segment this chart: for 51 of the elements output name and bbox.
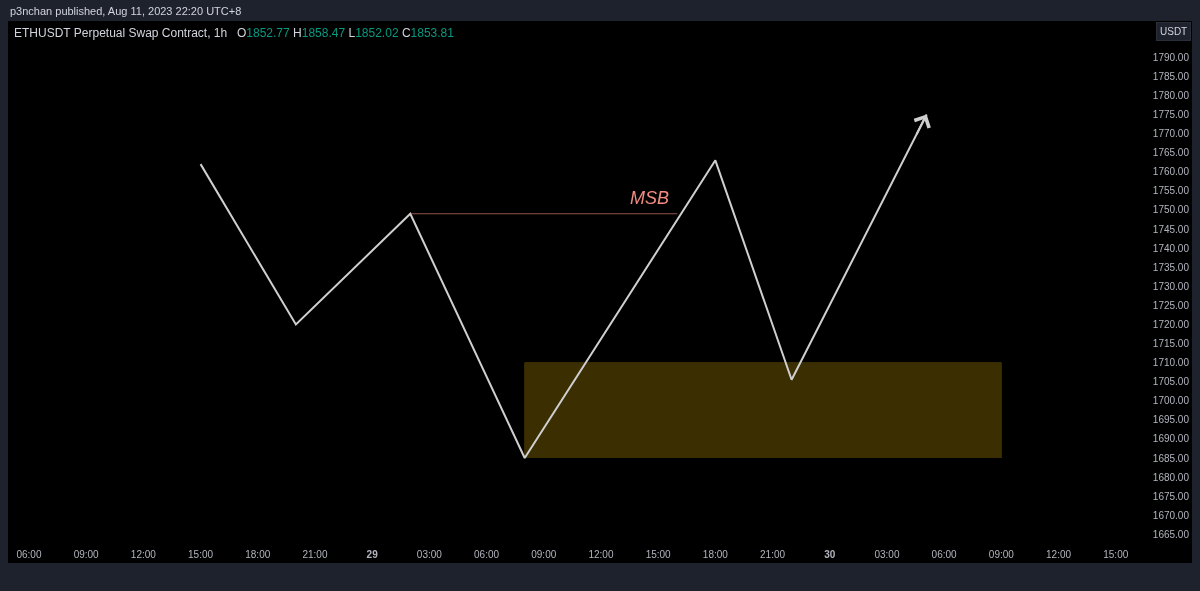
y-tick-label: 1685.00 bbox=[1152, 452, 1190, 464]
series-label: MSB bbox=[630, 188, 670, 208]
y-tick-label: 1665.00 bbox=[1152, 528, 1190, 540]
y-tick-label: 1710.00 bbox=[1152, 357, 1190, 369]
x-tick-label: 09:00 bbox=[531, 549, 557, 560]
y-tick-label: 1745.00 bbox=[1152, 223, 1190, 235]
x-tick-label: 03:00 bbox=[416, 549, 443, 560]
x-tick-label: 30 bbox=[824, 549, 836, 560]
x-tick-label: 15:00 bbox=[645, 549, 672, 560]
y-tick-label: 1780.00 bbox=[1152, 89, 1190, 101]
y-tick-label: 1755.00 bbox=[1152, 185, 1190, 197]
x-tick-label: 09:00 bbox=[988, 549, 1015, 560]
y-tick-label: 1770.00 bbox=[1152, 128, 1190, 140]
y-tick-label: 1705.00 bbox=[1152, 376, 1190, 388]
x-tick-label: 15:00 bbox=[1103, 549, 1129, 560]
x-tick-label: 29 bbox=[366, 549, 379, 560]
y-tick-label: 1730.00 bbox=[1152, 280, 1190, 292]
x-tick-label: 18:00 bbox=[245, 549, 271, 560]
x-tick-label: 12:00 bbox=[1046, 549, 1072, 560]
y-tick-label: 1680.00 bbox=[1152, 471, 1190, 483]
text: ETHUSDT Perpetual Swap Contract, 1h bbox=[14, 26, 228, 41]
y-tick-label: 1790.00 bbox=[1152, 51, 1190, 63]
x-tick-label: 18:00 bbox=[702, 549, 729, 560]
y-tick-label: 1670.00 bbox=[1152, 509, 1190, 521]
text: p3nchan published, Aug 11, 2023 22:20 UTC+8 bbox=[10, 5, 242, 17]
y-tick-label: 1735.00 bbox=[1152, 261, 1190, 273]
y-tick-label: 1715.00 bbox=[1152, 338, 1190, 350]
x-tick-label: 12:00 bbox=[130, 549, 157, 560]
x-tick-label: 06:00 bbox=[16, 549, 42, 560]
y-tick-label: 1740.00 bbox=[1152, 242, 1190, 254]
y-tick-label: 1675.00 bbox=[1152, 490, 1190, 502]
y-tick-label: 1700.00 bbox=[1152, 395, 1190, 407]
x-tick-label: 03:00 bbox=[874, 549, 900, 560]
x-tick-label: 06:00 bbox=[474, 549, 500, 560]
y-tick-label: 1690.00 bbox=[1152, 433, 1190, 445]
x-tick-label: 12:00 bbox=[588, 549, 614, 560]
y-tick-label: 1760.00 bbox=[1152, 166, 1190, 178]
y-tick-label: 1765.00 bbox=[1152, 147, 1190, 159]
y-tick-label: 1785.00 bbox=[1152, 70, 1190, 82]
y-tick-label: 1725.00 bbox=[1152, 299, 1190, 311]
x-tick-label: 21:00 bbox=[302, 549, 328, 560]
y-tick-label: 1775.00 bbox=[1152, 109, 1190, 121]
y-axis-title: USDT bbox=[1160, 26, 1188, 37]
y-tick-label: 1720.00 bbox=[1152, 318, 1190, 330]
x-tick-label: 21:00 bbox=[760, 549, 786, 560]
y-tick-label: 1695.00 bbox=[1152, 414, 1190, 426]
x-tick-label: 15:00 bbox=[188, 549, 214, 560]
y-tick-label: 1750.00 bbox=[1152, 204, 1190, 216]
annotation: O1852.77 H1858.47 L1852.02 C1853.81 bbox=[237, 26, 455, 40]
x-tick-label: 09:00 bbox=[73, 549, 100, 560]
x-tick-label: 06:00 bbox=[931, 549, 958, 560]
